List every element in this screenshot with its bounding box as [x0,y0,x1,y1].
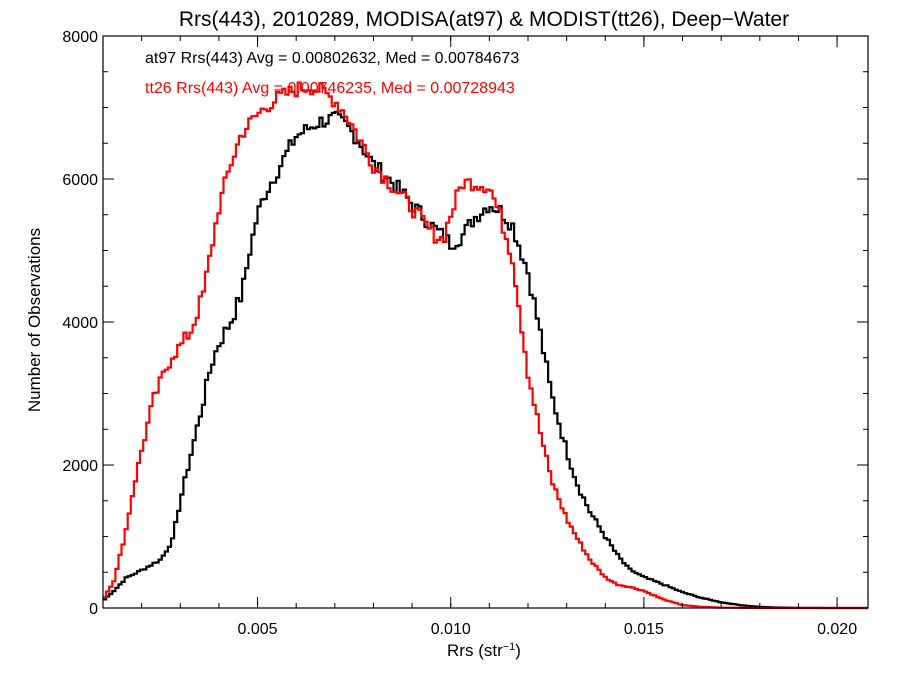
y-tick-label: 4000 [62,315,98,332]
x-tick-label: 0.005 [238,621,278,638]
series-layer [103,81,868,610]
x-tick-label: 0.010 [431,621,471,638]
series-line-at97 [103,110,868,610]
annotation-tt26: tt26 Rrs(443) Avg = 0.00746235, Med = 0.… [145,80,515,97]
x-tick-label: 0.020 [817,621,857,638]
x-tick-label: 0.015 [624,621,664,638]
x-axis-label-main: Rrs (str [447,641,503,660]
plot-frame [102,35,869,609]
chart-title: Rrs(443), 2010289, MODISA(at97) & MODIST… [179,8,789,31]
y-tick-label: 0 [89,601,98,618]
x-axis-label-close: ) [515,641,521,660]
axis-layer: 0.005 0.010 0.015 0.020 0 2000 4000 6000 8000 [62,29,868,638]
x-axis-label: Rrs (str−1) [447,641,521,660]
annotation-at97: at97 Rrs(443) Avg = 0.00802632, Med = 0.… [145,50,519,67]
y-tick-label: 6000 [62,172,98,189]
y-tick-label: 8000 [62,29,98,46]
series-line-tt26 [103,81,868,610]
y-tick-label: 2000 [62,458,98,475]
y-axis-label: Number of Observations [25,228,44,412]
x-axis-label-exponent: −1 [503,641,516,653]
annotation-layer: at97 Rrs(443) Avg = 0.00802632, Med = 0.… [145,50,519,97]
